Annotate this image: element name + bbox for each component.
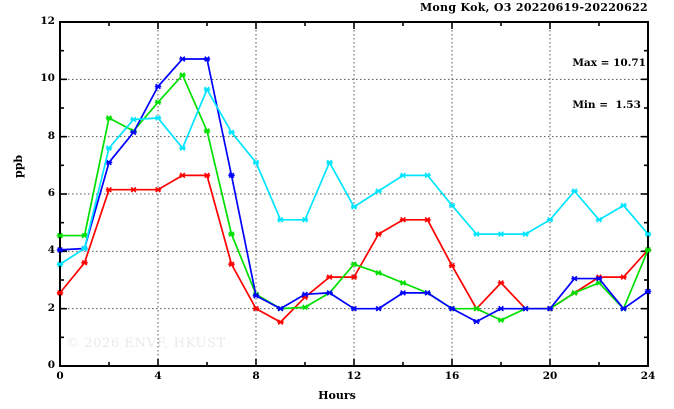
x-tick-label: 4 — [154, 370, 162, 382]
chart-title: Mong Kok, O3 20220619-20220622 — [419, 1, 648, 14]
x-tick-label: 20 — [542, 370, 558, 382]
stats-annotation: Max = 10.71 Min = 1.53 — [572, 28, 646, 140]
watermark: © 2026 ENVF, HKUST — [66, 336, 226, 351]
y-tick-label: 8 — [47, 129, 55, 142]
y-tick-label: 12 — [40, 15, 55, 27]
y-tick-label: 4 — [47, 244, 55, 257]
grid-lines — [60, 22, 648, 366]
x-tick-label: 24 — [640, 370, 656, 382]
min-value-label: Min = 1.53 — [572, 99, 641, 111]
y-tick-label: 0 — [47, 359, 55, 371]
max-value-label: Max = 10.71 — [572, 57, 646, 69]
axis-ticks — [59, 21, 649, 367]
y-tick-label: 6 — [47, 187, 55, 199]
x-tick-label: 16 — [444, 370, 460, 382]
x-tick-label: 0 — [56, 370, 64, 382]
y-tick-label: 10 — [40, 72, 55, 85]
x-axis-label: Hours — [318, 389, 356, 402]
series-day-3 — [56, 56, 652, 325]
x-tick-label: 12 — [346, 370, 362, 382]
y-tick-label: 2 — [47, 301, 55, 314]
series-day-4 — [56, 86, 652, 268]
x-tick-label: 8 — [252, 370, 260, 382]
